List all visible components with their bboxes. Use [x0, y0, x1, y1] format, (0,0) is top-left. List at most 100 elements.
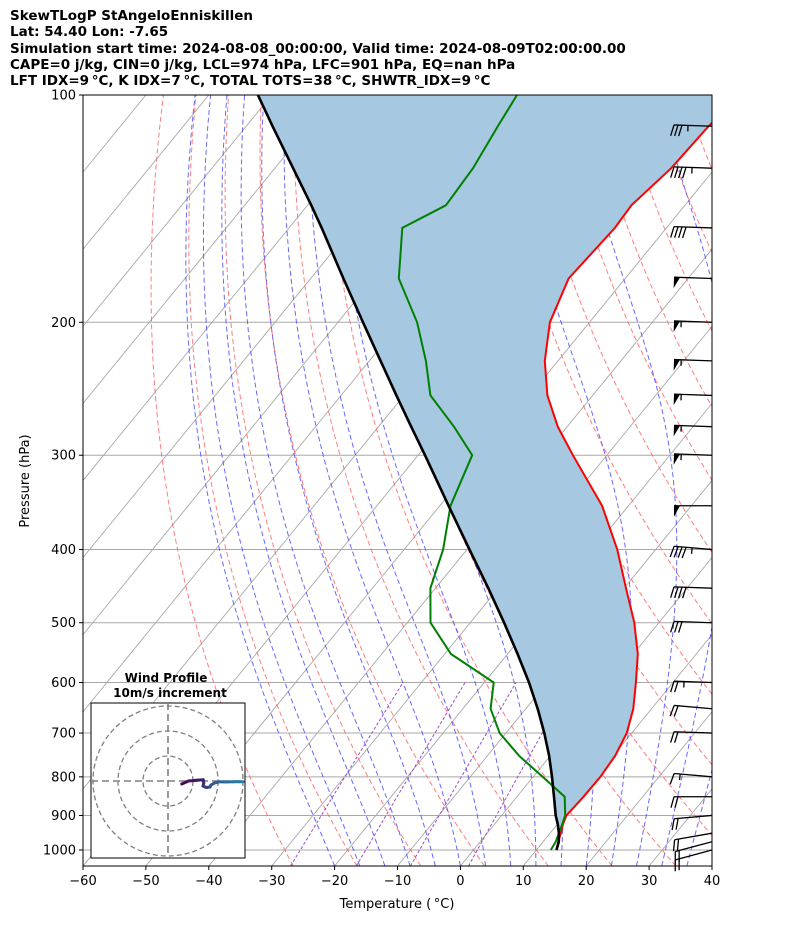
barb-flag: [670, 226, 675, 238]
barb-flag: [674, 586, 679, 599]
dry-adiabat: [717, 95, 794, 866]
barb-pennant: [674, 505, 680, 517]
y-tick-label: 500: [51, 616, 76, 631]
x-tick-label: −50: [132, 874, 159, 889]
isotherm-line: [83, 95, 335, 405]
x-axis-label: Temperature ( °C): [339, 897, 455, 912]
barb-shaft: [675, 841, 713, 853]
x-tick-label: 30: [641, 874, 658, 889]
isotherm-line: [83, 95, 398, 482]
dry-adiabat: [783, 95, 794, 866]
barb-flag: [682, 587, 687, 599]
wind-barb: [673, 453, 713, 465]
x-tick-label: 40: [704, 874, 721, 889]
barb-flag: [678, 226, 683, 238]
isotherm-line: [711, 865, 712, 866]
barb-shaft: [674, 358, 713, 362]
wind-barb: [672, 832, 713, 852]
dry-adiabat: [224, 95, 422, 866]
x-tick-label: 0: [456, 874, 464, 889]
chart-header: SkewTLogP StAngeloEnniskillen Lat: 54.40…: [10, 8, 790, 89]
y-tick-label: 1000: [43, 844, 76, 859]
moist-adiabat: [283, 95, 461, 866]
x-tick-label: −10: [384, 874, 411, 889]
dry-adiabat: [521, 95, 712, 554]
barb-flag: [675, 818, 679, 830]
barb-shaft: [674, 814, 713, 820]
barb-flag: [674, 226, 679, 238]
moist-adiabat: [308, 95, 487, 866]
barb-shaft: [674, 545, 713, 551]
wind-barb: [670, 620, 713, 633]
barb-shaft: [674, 320, 713, 323]
barb-flag: [670, 731, 675, 743]
y-axis-label: Pressure (hPa): [18, 434, 33, 527]
barb-shaft: [674, 620, 713, 624]
wind-barb: [673, 358, 713, 371]
barb-flag: [672, 839, 676, 852]
y-tick-label: 800: [51, 770, 76, 785]
barb-pennant: [673, 359, 681, 371]
mixing-ratio-line: [409, 682, 517, 866]
wind-barb: [670, 680, 713, 693]
barb-shaft: [674, 586, 713, 589]
mixing-ratio-line: [290, 682, 404, 866]
barb-flag: [670, 586, 675, 598]
barb-shaft: [674, 704, 713, 710]
wind-barb: [670, 124, 713, 137]
barb-flag: [674, 681, 679, 693]
wind-barb: [674, 841, 713, 863]
barb-shaft: [674, 124, 713, 127]
barb-flag: [673, 546, 679, 558]
dry-adiabat: [684, 95, 712, 171]
x-tick-label: 10: [515, 874, 532, 889]
barb-pennant: [673, 277, 681, 289]
dry-adiabat: [293, 95, 549, 866]
y-tick-label: 300: [51, 449, 76, 464]
isotherm-line: [648, 788, 712, 866]
x-tick-label: −20: [321, 874, 348, 889]
barb-flag: [670, 621, 675, 633]
barb-shaft: [674, 166, 713, 169]
barb-flag: [674, 621, 679, 633]
dewpoint-line: [397, 95, 567, 851]
barb-shaft: [674, 276, 713, 280]
barb-flag: [670, 166, 675, 178]
moist-adiabat: [240, 95, 411, 866]
moist-adiabat: [503, 95, 633, 866]
inset-area: [91, 703, 245, 858]
barb-shaft: [674, 731, 713, 734]
temperature-line: [543, 121, 712, 851]
barb-flag: [669, 773, 675, 785]
parcel-line: [256, 95, 561, 851]
skewt-data: [256, 95, 713, 872]
barb-flag: [671, 818, 675, 831]
mixing-ratio-line: [355, 682, 466, 866]
dry-adiabat: [750, 95, 794, 866]
x-tick-label: 20: [578, 874, 595, 889]
barb-pennant: [673, 394, 681, 406]
barb-flag: [669, 546, 675, 558]
barb-flag: [670, 680, 675, 693]
location-line: Lat: 54.40 Lon: -7.65: [10, 24, 169, 41]
wind-barb: [670, 586, 713, 599]
moist-adiabat: [686, 768, 712, 866]
dry-adiabat: [488, 95, 712, 625]
barb-flag: [674, 166, 679, 179]
barb-flag: [674, 731, 679, 743]
wind-barb: [669, 545, 713, 559]
stability-line: LFT IDX=9 °C, K IDX=7 °C, TOTAL TOTS=38 …: [10, 73, 491, 90]
indices-line: CAPE=0 j/kg, CIN=0 j/kg, LCL=974 hPa, LF…: [10, 56, 516, 73]
skewt-axes: −60 −50 −40 −30 −20 −10 0 10 20 30 40 100 200 300 400 5…: [43, 89, 720, 890]
barb-pennant: [673, 320, 681, 332]
dry-adiabat: [188, 95, 358, 866]
moist-adiabat: [221, 95, 386, 866]
barb-flag: [673, 705, 679, 717]
barb-flag: [674, 796, 679, 808]
wind-barb: [674, 849, 713, 872]
wind-barb: [669, 704, 713, 717]
wind-barb: [670, 166, 713, 179]
chart-title: SkewTLogP StAngeloEnniskillen: [10, 8, 253, 24]
moist-adiabat: [656, 95, 712, 866]
wind-barb: [671, 814, 713, 831]
